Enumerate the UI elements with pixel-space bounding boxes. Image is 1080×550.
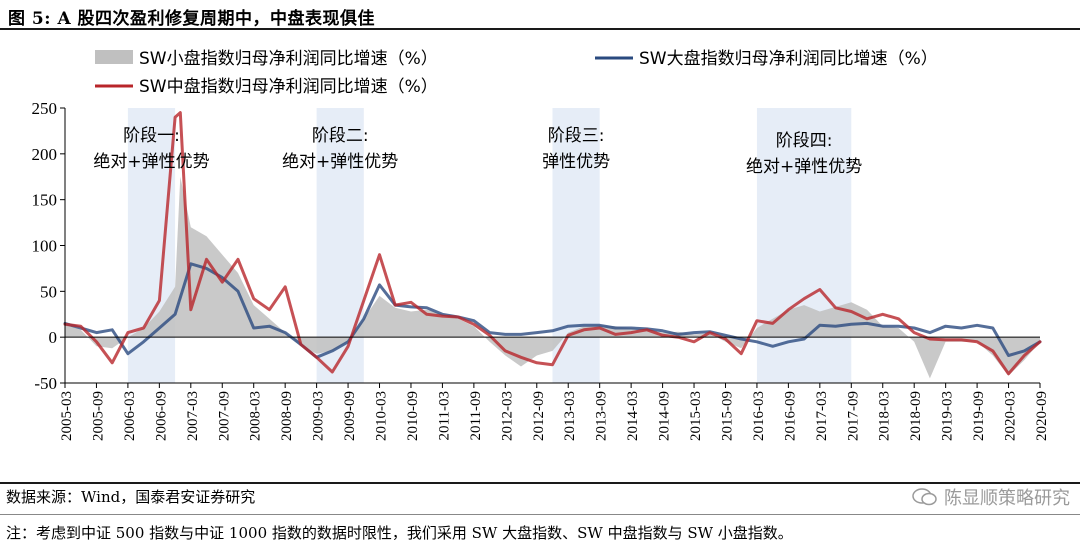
y-tick-label: 200	[32, 145, 58, 164]
x-tick-label: 2010-09	[405, 391, 421, 441]
series-line-2	[63, 262, 1042, 359]
legend-label: SW小盘指数归母净利润同比增速（%）	[139, 49, 438, 69]
x-tick-label: 2006-03	[122, 391, 138, 441]
watermark: 陈显顺策略研究	[912, 484, 1070, 510]
phase-label-desc: 绝对+弹性优势	[746, 157, 862, 177]
x-tick-label: 2011-09	[468, 391, 484, 440]
x-tick-label: 2017-03	[814, 391, 830, 441]
y-tick-label: 50	[40, 282, 57, 301]
legend-swatch-area	[95, 50, 133, 64]
x-tick-label: 2011-03	[436, 391, 452, 440]
phase-label-desc: 弹性优势	[542, 152, 610, 172]
phase-label-title: 阶段四:	[776, 131, 833, 151]
y-tick-label: 150	[32, 191, 58, 210]
y-tick-label: -50	[34, 374, 57, 393]
x-tick-label: 2012-09	[531, 391, 547, 441]
phase-label-title: 阶段二:	[312, 126, 369, 146]
series-line-3	[63, 111, 1042, 376]
x-tick-label: 2009-09	[342, 391, 358, 441]
note-rule	[0, 514, 1080, 515]
chart: -50 0 50 100 150 200 250 2005-03 2005-09 2006-03 2…	[32, 49, 1051, 441]
wechat-icon	[912, 488, 937, 506]
x-tick-label: 2014-03	[625, 391, 641, 441]
phase-band-1	[127, 108, 176, 383]
phase-labels: 阶段一:绝对+弹性优势阶段二:绝对+弹性优势阶段三:弹性优势阶段四:绝对+弹性优…	[93, 126, 862, 177]
legend-label: SW大盘指数归母净利润同比增速（%）	[639, 49, 938, 69]
watermark-text: 陈显顺策略研究	[944, 488, 1070, 509]
x-tick-label: 2005-09	[90, 391, 106, 441]
phase-label-title: 阶段一:	[123, 126, 180, 146]
figure-title: 图 5: A 股四次盈利修复周期中，中盘表现俱佳	[8, 9, 376, 29]
series-lines	[63, 111, 1042, 376]
x-tick-label: 2013-09	[594, 391, 610, 441]
x-tick-label: 2016-03	[751, 391, 767, 441]
title-rule	[0, 28, 1080, 30]
source-rule	[0, 482, 1080, 484]
phase-label-title: 阶段三:	[548, 126, 605, 146]
x-tick-label: 2008-09	[279, 391, 295, 441]
x-tick-label: 2018-09	[908, 391, 924, 441]
x-tick-label: 2020-09	[1034, 391, 1050, 441]
x-tick-label: 2017-09	[845, 391, 861, 441]
y-tick-label: 100	[32, 237, 58, 256]
phase-label-desc: 绝对+弹性优势	[282, 152, 398, 172]
series-area-1	[65, 176, 1040, 379]
x-tick-label: 2007-09	[216, 391, 232, 441]
source-text: 数据来源：Wind，国泰君安证券研究	[6, 488, 256, 506]
x-tick-label: 2012-03	[499, 391, 515, 441]
x-tick-label: 2005-03	[59, 391, 75, 441]
x-tick-label: 2009-03	[311, 391, 327, 441]
note-text: 注：考虑到中证 500 指数与中证 1000 指数的数据时限性，我们采用 SW …	[6, 524, 793, 542]
y-tick-label: 250	[32, 99, 58, 118]
x-tick-label: 2020-03	[1003, 391, 1019, 441]
legend-label: SW中盘指数归母净利润同比增速（%）	[139, 77, 438, 97]
x-tick-label: 2016-09	[782, 391, 798, 441]
x-tick-label: 2007-03	[185, 391, 201, 441]
x-tick-label: 2015-03	[688, 391, 704, 441]
x-tick-label: 2018-03	[877, 391, 893, 441]
x-tick-label: 2010-03	[374, 391, 390, 441]
x-tick-label: 2019-09	[971, 391, 987, 441]
small-cap-area	[65, 176, 1040, 379]
axes: -50 0 50 100 150 200 250 2005-03 2005-09 2006-03 2…	[32, 99, 1051, 441]
x-tick-label: 2008-03	[248, 391, 264, 441]
y-tick-label: 0	[49, 328, 58, 347]
x-tick-label: 2019-03	[940, 391, 956, 441]
x-tick-label: 2013-03	[562, 391, 578, 441]
legend: SW小盘指数归母净利润同比增速（%） SW大盘指数归母净利润同比增速（%） SW中盘…	[95, 49, 938, 97]
x-tick-label: 2015-09	[719, 391, 735, 441]
x-tick-label: 2006-09	[153, 391, 169, 441]
x-tick-label: 2014-09	[657, 391, 673, 441]
phase-label-desc: 绝对+弹性优势	[93, 152, 209, 172]
